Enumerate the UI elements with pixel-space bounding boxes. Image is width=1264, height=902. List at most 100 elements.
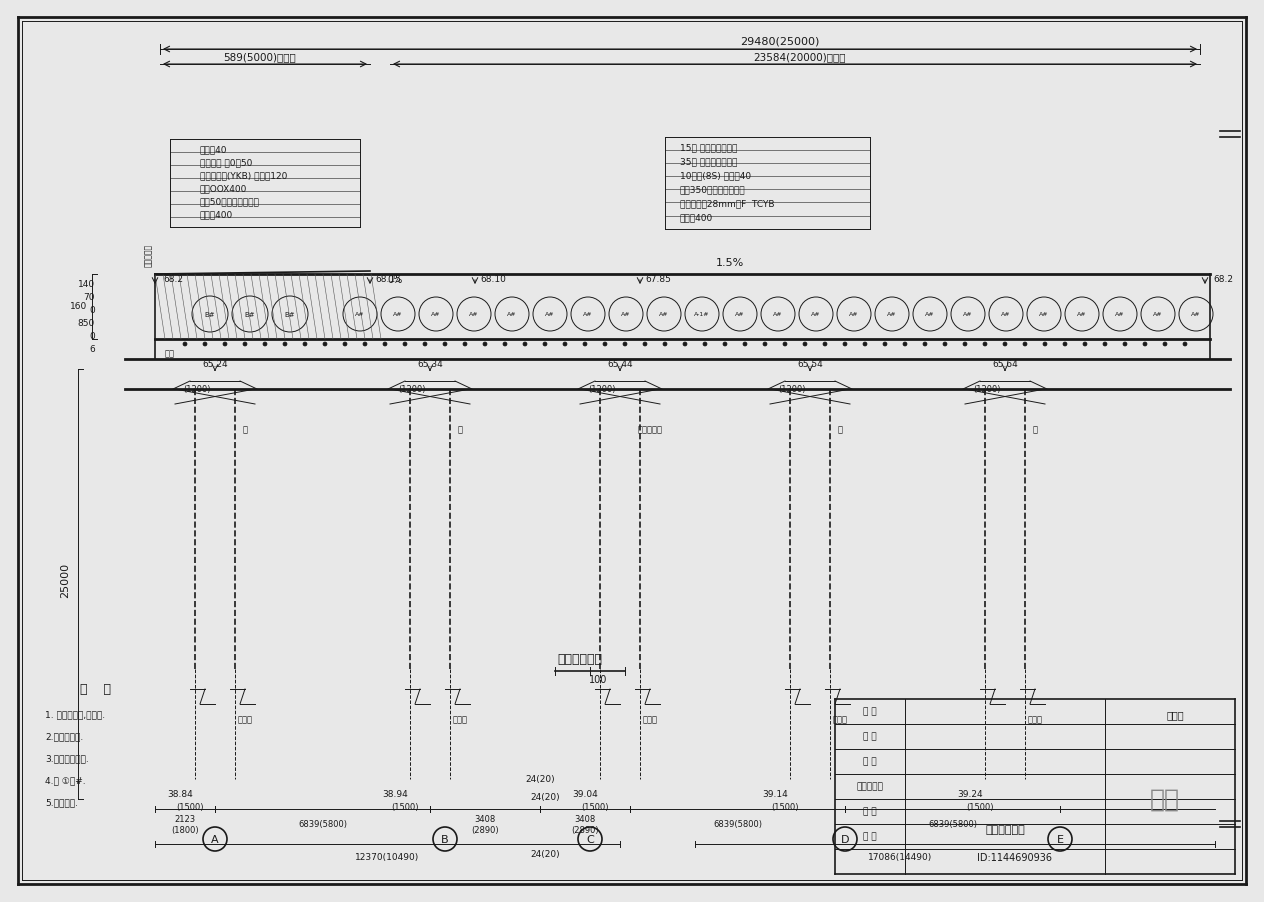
Text: 用油粘隔离: 用油粘隔离 xyxy=(637,425,662,434)
Text: 不锈钢栏杆: 不锈钢栏杆 xyxy=(144,244,153,266)
Text: C: C xyxy=(586,834,594,844)
Text: A#: A# xyxy=(469,312,479,318)
Circle shape xyxy=(863,343,867,346)
Text: 桥距350厚预应力空心板: 桥距350厚预应力空心板 xyxy=(680,185,746,194)
Circle shape xyxy=(463,343,466,346)
Circle shape xyxy=(303,343,307,346)
Text: 0: 0 xyxy=(90,306,95,315)
Circle shape xyxy=(503,343,507,346)
Text: 桥台横剖面图: 桥台横剖面图 xyxy=(557,653,603,666)
Text: A#: A# xyxy=(774,312,782,318)
Text: 17086(14490): 17086(14490) xyxy=(868,852,932,861)
Circle shape xyxy=(763,343,767,346)
Text: 说    明: 说 明 xyxy=(80,683,111,695)
Circle shape xyxy=(403,343,407,346)
Text: 25000: 25000 xyxy=(59,562,70,597)
Text: ID:1144690936: ID:1144690936 xyxy=(977,852,1053,862)
Text: 抹墩OOX400: 抹墩OOX400 xyxy=(200,184,248,193)
Circle shape xyxy=(902,343,908,346)
Circle shape xyxy=(1043,343,1047,346)
Circle shape xyxy=(884,343,887,346)
Circle shape xyxy=(583,343,586,346)
Circle shape xyxy=(1103,343,1107,346)
Text: 灌注桩: 灌注桩 xyxy=(1028,714,1043,723)
Circle shape xyxy=(683,343,688,346)
Text: 桥距50厚预应力空心板: 桥距50厚预应力空心板 xyxy=(200,198,260,207)
Text: (1200): (1200) xyxy=(779,385,805,394)
Text: 2123
(1800): 2123 (1800) xyxy=(171,815,198,833)
Text: (1500): (1500) xyxy=(771,803,799,812)
Text: (1200): (1200) xyxy=(398,385,426,394)
Circle shape xyxy=(263,343,267,346)
Circle shape xyxy=(623,343,627,346)
Text: 70: 70 xyxy=(83,293,95,302)
Circle shape xyxy=(782,343,787,346)
Circle shape xyxy=(1063,343,1067,346)
Circle shape xyxy=(343,343,348,346)
Circle shape xyxy=(823,343,827,346)
Text: 6: 6 xyxy=(90,345,95,354)
Text: 灌注桩: 灌注桩 xyxy=(238,714,253,723)
Text: B#: B# xyxy=(205,312,215,318)
Text: 12370(10490): 12370(10490) xyxy=(355,852,420,861)
Text: (1500): (1500) xyxy=(966,803,994,812)
Text: 0%: 0% xyxy=(387,275,403,285)
Text: 台帽高400: 台帽高400 xyxy=(200,210,234,219)
Text: A#: A# xyxy=(887,312,896,318)
Text: B#: B# xyxy=(284,312,296,318)
Text: 68.10: 68.10 xyxy=(480,275,506,284)
Text: 项目负责人: 项目负责人 xyxy=(857,782,884,791)
Text: A#: A# xyxy=(660,312,669,318)
Circle shape xyxy=(1163,343,1167,346)
Text: 39.04: 39.04 xyxy=(573,789,598,798)
Text: 柱: 柱 xyxy=(243,425,248,434)
Text: 29480(25000): 29480(25000) xyxy=(741,37,819,47)
Text: 850: 850 xyxy=(78,319,95,328)
Circle shape xyxy=(544,343,547,346)
Circle shape xyxy=(943,343,947,346)
Text: A#: A# xyxy=(393,312,403,318)
Circle shape xyxy=(363,343,367,346)
Circle shape xyxy=(1143,343,1146,346)
Text: A-1#: A-1# xyxy=(694,312,710,318)
Circle shape xyxy=(483,343,487,346)
Text: B: B xyxy=(441,834,449,844)
Text: A: A xyxy=(211,834,219,844)
Circle shape xyxy=(923,343,927,346)
Text: A#: A# xyxy=(736,312,744,318)
Circle shape xyxy=(383,343,387,346)
Text: 地梁: 地梁 xyxy=(166,349,174,358)
Text: (1200): (1200) xyxy=(588,385,616,394)
Circle shape xyxy=(1083,343,1087,346)
Text: 1. 附钢筋规格,钢筋排.: 1. 附钢筋规格,钢筋排. xyxy=(46,710,105,719)
Text: 审 查: 审 查 xyxy=(863,732,877,741)
Text: 1.5%: 1.5% xyxy=(715,258,744,268)
Text: 校 核: 校 核 xyxy=(863,757,877,766)
Text: 灌注桩: 灌注桩 xyxy=(642,714,657,723)
Text: 67.85: 67.85 xyxy=(645,275,671,284)
Text: E: E xyxy=(1057,834,1063,844)
Text: A#: A# xyxy=(925,312,935,318)
Text: 3408
(2890): 3408 (2890) xyxy=(471,815,499,833)
Text: 100: 100 xyxy=(589,675,607,685)
Circle shape xyxy=(1004,343,1007,346)
Text: 预制混凝土(YKB) 空心槽120: 预制混凝土(YKB) 空心槽120 xyxy=(200,171,287,180)
Text: (1200): (1200) xyxy=(183,385,211,394)
Text: A#: A# xyxy=(355,312,365,318)
Text: (1500): (1500) xyxy=(176,803,204,812)
Text: A#: A# xyxy=(621,312,631,318)
Text: A#: A# xyxy=(507,312,517,318)
Text: A#: A# xyxy=(1039,312,1049,318)
Text: 施工图: 施工图 xyxy=(1167,709,1184,719)
Text: (1200): (1200) xyxy=(973,385,1001,394)
Text: 柱: 柱 xyxy=(458,425,463,434)
Text: 水泥砂浆 厚0～50: 水泥砂浆 厚0～50 xyxy=(200,159,253,167)
Text: (1500): (1500) xyxy=(392,803,418,812)
Text: 5.钢筋钢筋.: 5.钢筋钢筋. xyxy=(46,797,78,806)
Circle shape xyxy=(1023,343,1026,346)
Text: 6839(5800): 6839(5800) xyxy=(713,820,762,829)
Text: A#: A# xyxy=(431,312,441,318)
Circle shape xyxy=(243,343,246,346)
Text: 38.94: 38.94 xyxy=(382,789,408,798)
Text: 65.54: 65.54 xyxy=(798,360,823,369)
